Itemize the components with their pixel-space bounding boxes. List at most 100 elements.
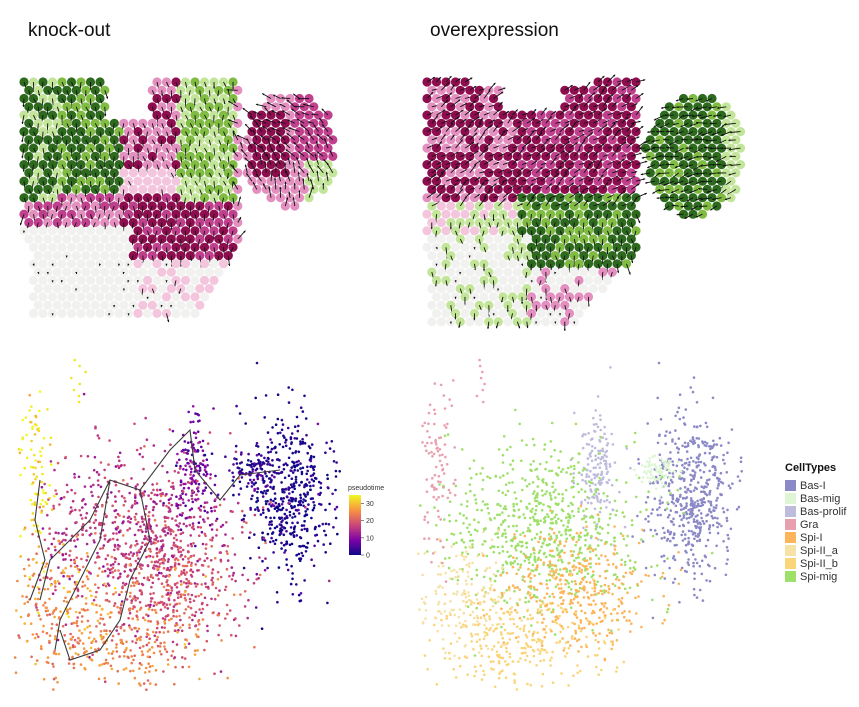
cell-point — [94, 532, 97, 535]
cell-point — [268, 477, 272, 480]
cell-point — [253, 513, 257, 517]
cell-point — [299, 503, 303, 507]
spot — [52, 118, 62, 128]
cell-point — [81, 533, 84, 536]
cell-point — [294, 480, 298, 484]
velocity-arrow-head — [310, 179, 313, 182]
cell-point — [265, 489, 269, 493]
cell-point — [284, 441, 287, 444]
spot — [688, 193, 698, 203]
spot — [228, 176, 238, 186]
spot — [512, 267, 522, 277]
cell-point — [263, 456, 266, 460]
cell-point — [319, 481, 323, 485]
cell-point — [205, 458, 209, 462]
spot — [674, 135, 684, 145]
spot — [147, 168, 157, 178]
cell-point — [88, 476, 91, 480]
cell-point — [334, 475, 338, 478]
cell-point — [251, 494, 254, 498]
velocity-arrow-head — [267, 138, 270, 141]
spot — [498, 308, 508, 318]
spot — [612, 242, 622, 252]
velocity-arrow-head — [285, 149, 288, 152]
cell-point — [268, 502, 271, 506]
velocity-arrow-head — [297, 97, 300, 100]
cell-point — [299, 406, 303, 410]
spot — [123, 176, 134, 186]
spot — [90, 251, 100, 261]
cell-point — [73, 539, 76, 542]
spot — [721, 184, 731, 194]
cell-point — [228, 469, 231, 472]
cell-point — [291, 490, 295, 494]
cell-point — [291, 572, 294, 575]
cell-point — [301, 544, 305, 548]
spot — [85, 259, 96, 269]
spot — [128, 284, 138, 294]
cell-point — [167, 510, 171, 513]
cell-point — [280, 547, 283, 550]
spot — [550, 300, 560, 310]
cell-point — [190, 467, 193, 471]
cell-point — [136, 483, 139, 486]
spot — [517, 275, 527, 285]
cell-point — [158, 558, 161, 562]
cell-point — [201, 463, 205, 467]
cell-point — [253, 533, 256, 536]
velocity-arrow-head — [676, 213, 679, 216]
spot — [166, 267, 176, 277]
cell-point — [139, 525, 142, 528]
spot — [446, 284, 456, 294]
cell-point — [281, 500, 285, 503]
cell-point — [301, 410, 305, 413]
velocity-arrow-head — [265, 119, 269, 121]
spot — [90, 300, 100, 310]
spot — [209, 275, 219, 285]
cell-point — [211, 536, 214, 539]
cell-point — [266, 500, 269, 503]
spot — [157, 151, 167, 161]
cell-point — [293, 515, 297, 518]
cell-point — [303, 394, 306, 398]
cell-point — [303, 514, 307, 518]
spot — [560, 267, 570, 277]
velocity-arrow-head — [273, 94, 276, 97]
spot — [498, 259, 508, 269]
spot — [190, 242, 200, 252]
spot — [85, 226, 96, 236]
velocity-arrow-head — [308, 164, 311, 167]
cell-point — [312, 484, 315, 488]
spot — [85, 308, 96, 318]
cell-point — [263, 539, 267, 542]
spot — [157, 85, 167, 95]
cell-point — [117, 569, 120, 572]
spot — [195, 184, 205, 194]
cell-point — [254, 508, 257, 511]
cell-point — [277, 465, 281, 469]
cell-point — [281, 519, 284, 522]
cell-point — [326, 477, 330, 481]
cell-point — [237, 493, 241, 496]
spot — [43, 217, 53, 228]
cell-point — [188, 481, 191, 485]
cell-point — [285, 542, 289, 545]
cell-point — [119, 572, 122, 576]
cell-point — [288, 514, 292, 517]
cell-point — [92, 506, 96, 509]
spot — [436, 317, 446, 327]
cell-point — [71, 499, 75, 503]
cell-point — [73, 491, 77, 495]
cell-point — [152, 488, 155, 492]
spot — [161, 292, 172, 302]
cell-point — [224, 455, 227, 459]
spot — [161, 176, 172, 186]
spot — [66, 242, 77, 252]
cell-point — [206, 511, 209, 514]
cell-point — [288, 492, 291, 495]
cell-point — [178, 497, 181, 501]
spot — [503, 284, 513, 294]
cell-point — [210, 523, 214, 526]
spot — [541, 234, 551, 244]
cell-point — [328, 447, 332, 450]
